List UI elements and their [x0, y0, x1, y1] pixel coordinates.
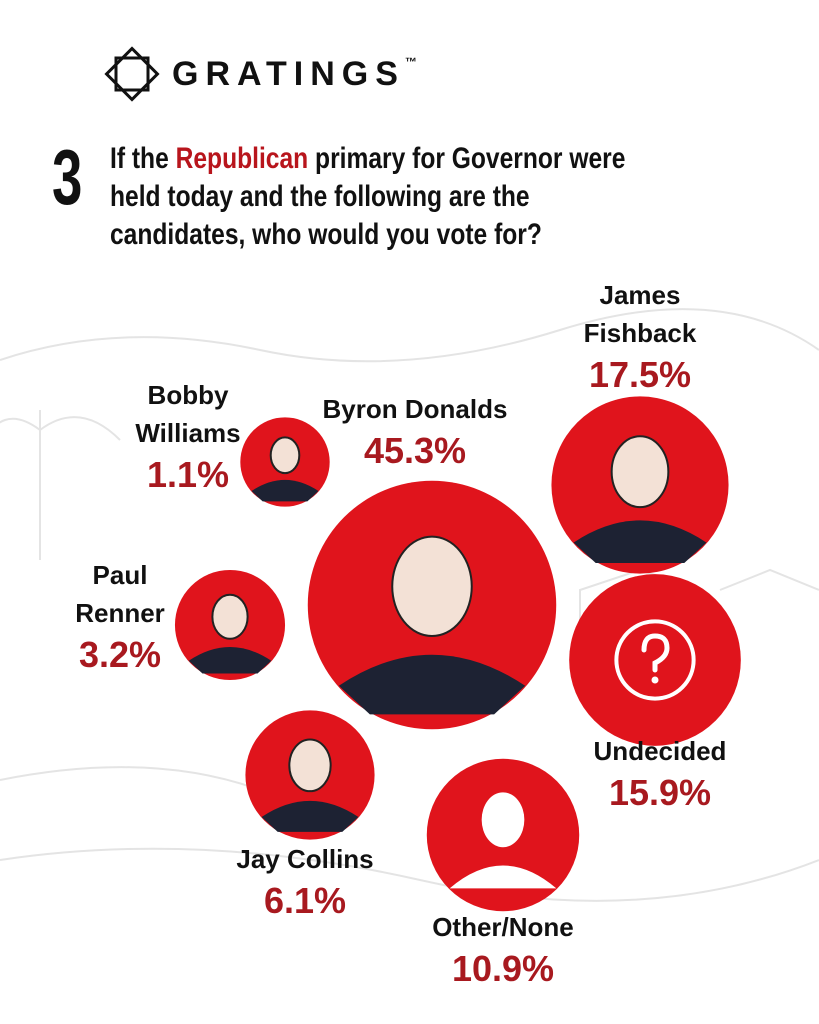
value-label: 1.1% [146, 454, 230, 495]
brand-name: GRATINGS™ [172, 55, 417, 94]
value-label: 45.3% [363, 430, 467, 471]
portrait-head [391, 535, 473, 638]
bubble [240, 417, 330, 507]
bubble-circle [569, 574, 741, 746]
value-label: 15.9% [608, 772, 712, 813]
bubble [245, 710, 375, 840]
silhouette-head [481, 792, 525, 848]
category-label: Byron Donalds [322, 394, 508, 424]
bubble [426, 758, 580, 912]
portrait-body [261, 800, 359, 832]
brand-text: GRATINGS [172, 54, 405, 93]
icon-ring [614, 619, 696, 701]
portrait-body [188, 647, 272, 674]
portrait-head [211, 593, 249, 640]
value-label: 6.1% [263, 880, 347, 921]
title-highlight: Republican [175, 142, 309, 175]
value-label: 10.9% [451, 948, 555, 989]
category-label: Undecided [593, 736, 727, 766]
bubble-label: James Fishback 17.5% [570, 276, 710, 398]
title-part: If the [110, 142, 169, 175]
bubble-label: Jay Collins 6.1% [205, 840, 405, 924]
portrait-body [251, 479, 319, 502]
bubble-label: Paul Renner 3.2% [70, 556, 170, 678]
bubble [307, 480, 557, 730]
icon-dot [651, 676, 659, 684]
question: If the Republican primary for Governor w… [110, 140, 635, 254]
bubble-label: Other/None 10.9% [403, 908, 603, 992]
category-label: Bobby Williams [135, 380, 241, 448]
value-label: 3.2% [78, 634, 162, 675]
portrait-head [269, 436, 301, 475]
portrait-head [610, 435, 670, 509]
portrait-head [288, 738, 332, 793]
bubble-label: Byron Donalds 45.3% [285, 390, 545, 474]
bubble [569, 574, 741, 746]
category-label: James Fishback [583, 280, 697, 348]
portrait-body [338, 654, 526, 715]
category-label: Paul Renner [75, 560, 165, 628]
question-number: 3 [52, 133, 83, 221]
value-label: 17.5% [588, 354, 692, 395]
bubble-label: Undecided 15.9% [560, 732, 760, 816]
title-part: primary for Governor were held today and… [110, 142, 626, 251]
brand-logo [104, 46, 160, 102]
category-label: Jay Collins [236, 844, 374, 874]
trademark: ™ [404, 54, 417, 69]
brand: GRATINGS™ [102, 42, 417, 106]
bubble [174, 569, 286, 681]
portrait-body [573, 520, 707, 563]
silhouette-body [449, 865, 557, 889]
bubble [551, 396, 729, 574]
category-label: Other/None [432, 912, 574, 942]
bubble-label: Bobby Williams 1.1% [128, 376, 248, 498]
icon-question [641, 633, 670, 673]
